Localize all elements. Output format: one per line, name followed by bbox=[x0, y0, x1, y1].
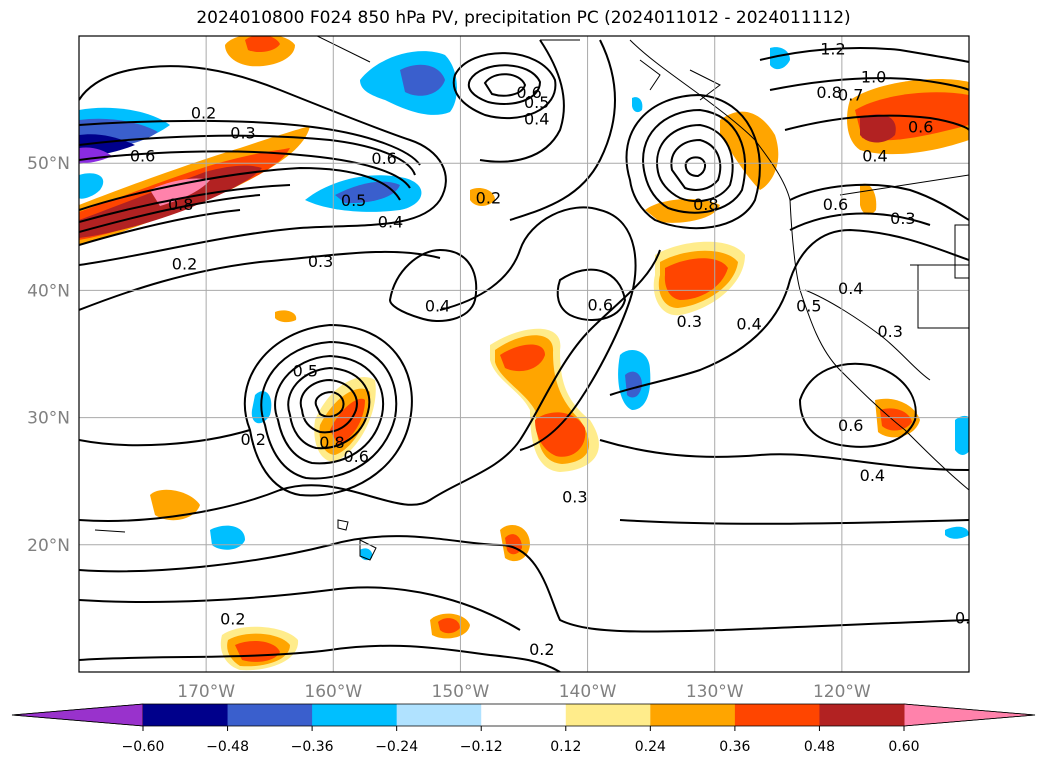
contour-label: 0.2 bbox=[529, 640, 554, 659]
colorbar-tick-label: −0.24 bbox=[375, 739, 418, 755]
contour-label: 0.6 bbox=[343, 447, 368, 466]
contour-label: 0.4 bbox=[524, 110, 549, 129]
lon-tick-label: 150°W bbox=[432, 682, 490, 702]
colorbar-bin bbox=[650, 704, 735, 726]
contour-label: 0.6 bbox=[838, 416, 863, 435]
lon-tick-label: 170°W bbox=[177, 682, 235, 702]
contour-label: 0.8 bbox=[319, 433, 344, 452]
colorbar-tick-label: 0.60 bbox=[888, 739, 919, 755]
contour-label: 0.6 bbox=[371, 149, 396, 168]
contour-label: 0.5 bbox=[293, 362, 318, 381]
colorbar-tick-label: 0.36 bbox=[719, 739, 750, 755]
colorbar-tick-label: −0.36 bbox=[291, 739, 334, 755]
contour-label: 0.3 bbox=[308, 252, 333, 271]
contour-label: 0.2 bbox=[172, 255, 197, 274]
colorbar-bin bbox=[143, 704, 228, 726]
contour-label: 0.2 bbox=[476, 189, 501, 208]
contour-label: 0.7 bbox=[838, 86, 863, 105]
latitude-tick-labels: 50°N 40°N 30°N 20°N bbox=[27, 154, 70, 556]
contour-label: 0.3 bbox=[877, 322, 902, 341]
colorbar-bin bbox=[735, 704, 820, 726]
colorbar-tick-label: −0.12 bbox=[460, 739, 503, 755]
lon-tick-label: 140°W bbox=[559, 682, 617, 702]
colorbar-tick-label: 0.24 bbox=[635, 739, 666, 755]
colorbar-bin bbox=[312, 704, 397, 726]
colorbar-bin bbox=[566, 704, 651, 726]
contour-label: 0.4 bbox=[378, 213, 403, 232]
contour-label: 0.8 bbox=[168, 195, 193, 214]
colorbar-tick-label: 0.12 bbox=[550, 739, 581, 755]
colorbar-bin bbox=[819, 704, 904, 726]
colorbar-bin bbox=[397, 704, 482, 726]
colorbar-tick-label: −0.48 bbox=[206, 739, 249, 755]
contour-label: 0.8 bbox=[693, 195, 718, 214]
contour-label: 0.3 bbox=[230, 124, 255, 143]
lat-tick-label: 50°N bbox=[27, 154, 70, 174]
precipitation-shading bbox=[79, 34, 975, 670]
contour-label: 0.2 bbox=[191, 103, 216, 122]
contour-label: 0.4 bbox=[425, 297, 450, 316]
contour-label: 0.4 bbox=[736, 314, 761, 333]
contour-label: 0. bbox=[955, 608, 970, 627]
precipitation-colorbar: −0.60 −0.48 −0.36 −0.24 −0.12 0.12 0.24 0.36 0.4… bbox=[12, 704, 1035, 755]
lat-tick-label: 30°N bbox=[27, 409, 70, 429]
colorbar-bin bbox=[481, 704, 566, 726]
lat-tick-label: 20°N bbox=[27, 536, 70, 556]
colorbar-tick-label: −0.60 bbox=[122, 739, 165, 755]
contour-label: 0.5 bbox=[796, 297, 821, 316]
lon-tick-label: 160°W bbox=[304, 682, 362, 702]
contour-label: 0.4 bbox=[838, 279, 863, 298]
contour-label: 0.4 bbox=[860, 466, 885, 485]
colorbar-bin bbox=[228, 704, 313, 726]
contour-label: 0.2 bbox=[240, 430, 265, 449]
contour-label: 0.6 bbox=[908, 117, 933, 136]
lon-tick-label: 120°W bbox=[813, 682, 871, 702]
colorbar-extend-max bbox=[904, 704, 1035, 726]
contour-label: 0.3 bbox=[562, 487, 587, 506]
contour-label: 0.5 bbox=[341, 191, 366, 210]
longitude-tick-labels: 170°W 160°W 150°W 140°W 130°W 120°W bbox=[177, 682, 871, 702]
contour-label: 0.3 bbox=[890, 209, 915, 228]
contour-label: 0.3 bbox=[677, 312, 702, 331]
contour-label: 1.0 bbox=[861, 68, 886, 87]
contour-label: 0.6 bbox=[130, 147, 155, 166]
contour-label: 1.2 bbox=[820, 40, 845, 59]
contour-label: 0.6 bbox=[823, 195, 848, 214]
colorbar-tick-label: 0.48 bbox=[804, 739, 835, 755]
contour-label: 0.6 bbox=[588, 295, 613, 314]
lat-tick-label: 40°N bbox=[27, 281, 70, 301]
contour-label: 0.4 bbox=[862, 147, 887, 166]
contour-label: 0.2 bbox=[220, 610, 245, 629]
lon-tick-label: 130°W bbox=[686, 682, 744, 702]
colorbar-extend-min bbox=[12, 704, 143, 726]
